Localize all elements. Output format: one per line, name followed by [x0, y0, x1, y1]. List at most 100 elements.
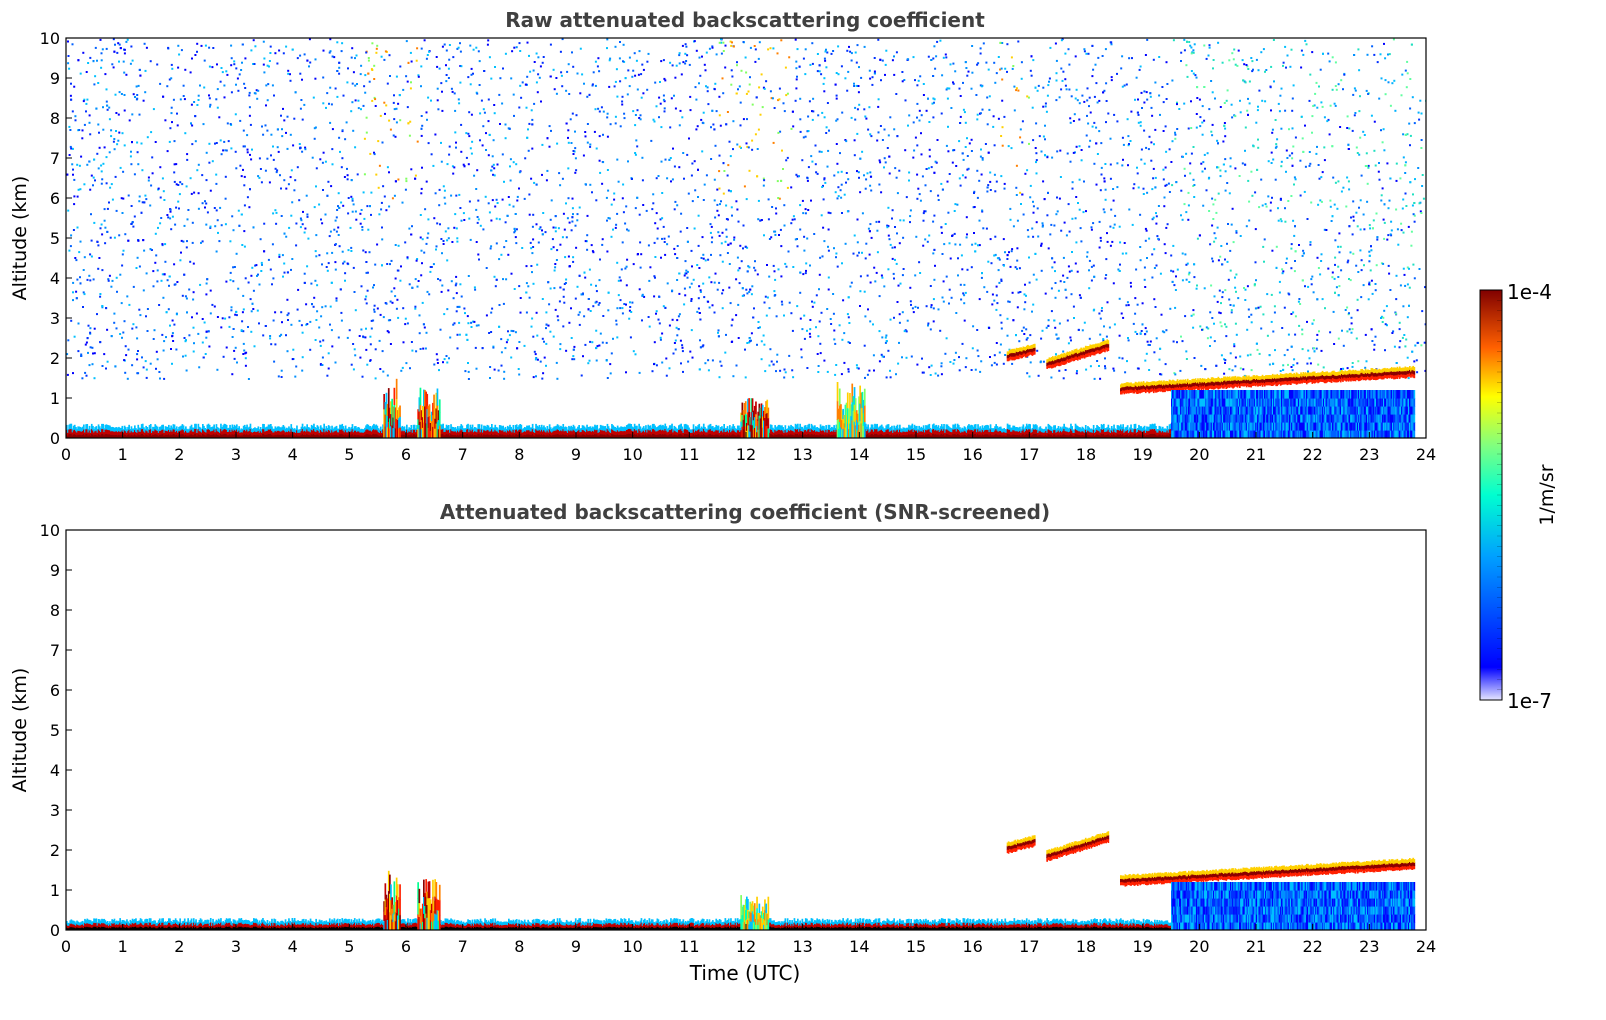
top-noise-pixel — [872, 323, 874, 326]
top-noise-pixel — [455, 141, 457, 144]
top-noise-pixel — [416, 258, 419, 260]
top-noise-pixel — [181, 183, 184, 186]
top-noise-pixel — [1307, 349, 1310, 352]
top-noise-pixel — [153, 329, 156, 332]
top-noise-pixel — [809, 264, 811, 267]
top-noise-pixel — [827, 249, 830, 252]
top-noise-pixel — [621, 307, 624, 310]
top-noise-pixel — [93, 352, 96, 355]
top-noise-pixel — [1132, 187, 1135, 190]
top-noise-pixel — [1334, 239, 1337, 242]
top-noise-pixel — [1221, 61, 1224, 64]
top-noise-pixel — [1229, 269, 1232, 272]
top-noise-pixel — [804, 73, 807, 76]
top-noise-pixel — [301, 118, 304, 121]
top-noise-pixel — [220, 153, 223, 156]
top-noise-pixel — [159, 166, 162, 169]
top-noise-pixel — [274, 167, 277, 170]
top-noise-pixel — [1241, 59, 1244, 62]
top-noise-pixel — [796, 245, 799, 248]
top-noise-pixel — [1387, 53, 1389, 56]
top-noise-pixel — [531, 147, 534, 150]
top-noise-pixel — [771, 206, 774, 208]
top-noise-pixel — [278, 49, 281, 52]
top-noise-pixel — [397, 102, 400, 105]
top-noise-pixel — [1100, 309, 1103, 312]
top-noise-pixel — [871, 83, 874, 86]
top-noise-pixel — [868, 253, 871, 256]
top-noise-pixel — [479, 224, 482, 227]
top-noise-pixel — [1088, 269, 1090, 272]
top-noise-pixel — [270, 133, 273, 136]
top-noise-pixel — [528, 213, 531, 216]
top-noise-pixel — [286, 115, 289, 118]
top-noise-pixel — [262, 133, 265, 136]
top-noise-pixel — [684, 43, 687, 46]
top-noise-pixel — [104, 73, 107, 76]
top-noise-pixel — [189, 71, 192, 74]
top-noise-pixel — [166, 279, 169, 282]
top-noise-pixel — [366, 271, 369, 274]
top-noise-pixel — [621, 95, 624, 98]
top-noise-pixel — [748, 266, 751, 269]
top-noise-pixel — [606, 169, 609, 171]
top-noise-pixel — [248, 106, 251, 109]
top-noise-pixel — [205, 336, 208, 339]
top-noise-pixel — [193, 101, 196, 103]
top-noise-pixel — [932, 97, 935, 100]
top-noise-pixel — [893, 277, 895, 280]
top-noise-pixel — [1045, 110, 1048, 113]
top-noise-pixel — [473, 320, 476, 323]
top-noise-pixel — [806, 367, 809, 369]
top-noise-pixel — [1047, 247, 1050, 250]
top-noise-pixel — [93, 83, 96, 86]
top-noise-pixel — [1234, 167, 1237, 170]
top-noise-pixel — [493, 368, 496, 371]
top-noise-pixel — [688, 286, 691, 289]
top-noise-pixel — [250, 310, 253, 313]
top-noise-pixel — [459, 50, 462, 53]
top-noise-pixel — [1318, 330, 1320, 333]
top-noise-pixel — [667, 235, 670, 238]
top-noise-pixel — [420, 274, 423, 277]
top-noise-pixel — [632, 263, 635, 266]
top-noise-pixel — [1053, 261, 1056, 264]
top-noise-pixel — [678, 62, 681, 65]
top-noise-pixel — [678, 52, 681, 55]
top-noise-pixel — [1244, 299, 1247, 301]
top-noise-pixel — [383, 58, 386, 61]
top-noise-pixel — [1262, 48, 1265, 51]
top-noise-pixel — [1146, 191, 1149, 194]
top-noise-pixel — [1121, 136, 1124, 139]
top-noise-pixel — [720, 41, 723, 44]
top-noise-pixel — [1068, 88, 1071, 91]
top-noise-pixel — [1148, 344, 1151, 346]
top-noise-pixel — [845, 140, 848, 143]
top-noise-pixel — [1011, 67, 1014, 70]
top-noise-pixel — [447, 289, 450, 292]
top-noise-pixel — [763, 301, 766, 304]
top-noise-pixel — [1290, 366, 1293, 368]
top-noise-pixel — [492, 163, 495, 166]
top-noise-pixel — [1351, 233, 1354, 236]
top-noise-pixel — [634, 152, 637, 154]
top-noise-pixel — [1258, 352, 1261, 355]
top-noise-pixel — [1056, 210, 1059, 213]
top-noise-pixel — [191, 143, 194, 146]
top-noise-pixel — [1020, 77, 1023, 80]
top-noise-pixel — [986, 96, 989, 99]
top-noise-pixel — [710, 225, 713, 228]
top-noise-pixel — [648, 279, 651, 282]
top-noise-pixel — [1389, 104, 1392, 107]
top-noise-pixel — [308, 38, 311, 41]
top-noise-pixel — [374, 348, 377, 351]
top-noise-pixel — [977, 62, 980, 65]
top-noise-pixel — [806, 179, 809, 182]
top-noise-pixel — [1376, 238, 1379, 241]
top-noise-pixel — [1300, 115, 1303, 118]
top-noise-pixel — [386, 330, 389, 333]
top-noise-pixel — [1226, 260, 1229, 263]
top-noise-pixel — [444, 230, 447, 233]
top-noise-pixel — [876, 139, 879, 142]
top-noise-pixel — [1399, 340, 1402, 343]
